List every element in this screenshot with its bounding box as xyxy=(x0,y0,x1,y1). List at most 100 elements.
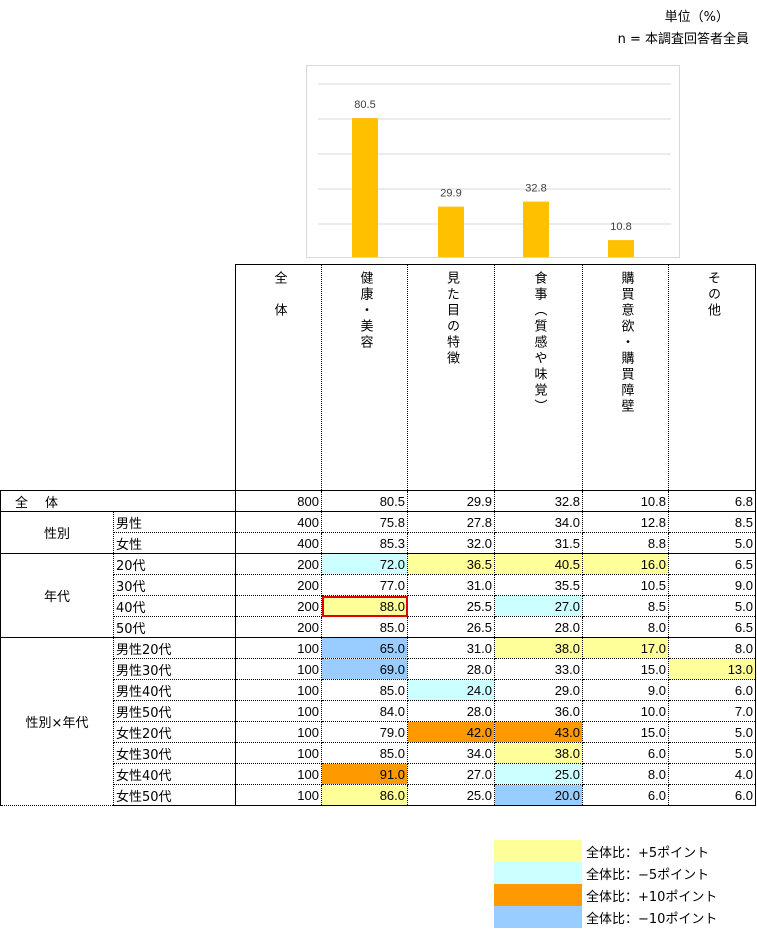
header-row: 全 体 健康・美容 見た目の特徴 食事（質感や味覚） 購買意欲・購買障壁 その他 xyxy=(1,264,756,491)
value-cell: 5.0 xyxy=(668,532,756,554)
column-header-label: 見た目の特徴 xyxy=(444,271,459,367)
value-cell: 20.0 xyxy=(494,784,583,806)
legend-swatch xyxy=(494,884,582,906)
value-cell: 8.5 xyxy=(582,595,669,617)
value-cell: 4.0 xyxy=(668,763,756,785)
value-cell: 79.0 xyxy=(321,721,408,743)
column-header-label: 健康・美容 xyxy=(357,271,373,351)
legend: 全体比：+5ポイント 全体比：−5ポイント 全体比：+10ポイント 全体比：−10ポイ… xyxy=(494,840,717,928)
value-cell: 6.5 xyxy=(668,616,756,638)
table-row: 性別×年代 男性20代 100 65.0 31.0 38.0 17.0 8.0 xyxy=(0,637,756,806)
value-cell: 15.0 xyxy=(582,721,669,743)
bar xyxy=(352,118,378,257)
row-label: 男性40代 xyxy=(113,679,236,701)
table-row: 男性40代 100 85.0 24.0 29.0 9.0 6.0 xyxy=(1,679,756,701)
legend-label: 全体比：−5ポイント xyxy=(586,867,710,883)
value-cell: 28.0 xyxy=(494,616,583,638)
table-row: 男性50代 100 84.0 28.0 36.0 10.0 7.0 xyxy=(1,700,756,722)
value-cell: 80.5 xyxy=(321,490,408,512)
legend-item: 全体比：−10ポイント xyxy=(494,906,717,928)
column-header: 見た目の特徴 xyxy=(407,264,495,491)
bar-chart: 80.5 29.9 32.8 10.8 xyxy=(306,65,680,258)
value-cell: 8.0 xyxy=(668,637,756,659)
value-cell: 85.3 xyxy=(321,532,408,554)
value-cell: 7.0 xyxy=(668,700,756,722)
legend-label: 全体比：+5ポイント xyxy=(586,845,710,861)
sample-size: 200 xyxy=(235,553,322,575)
value-cell: 28.0 xyxy=(407,700,495,722)
value-cell: 31.0 xyxy=(407,574,495,596)
data-label: 10.8 xyxy=(610,221,631,233)
value-cell: 40.5 xyxy=(494,553,583,575)
row-label: 50代 xyxy=(113,616,236,638)
bar xyxy=(523,201,549,257)
value-cell: 38.0 xyxy=(494,637,583,659)
sample-size: 100 xyxy=(235,742,322,764)
legend-item: 全体比：+5ポイント xyxy=(494,840,717,862)
value-cell: 17.0 xyxy=(582,637,669,659)
value-cell: 6.0 xyxy=(668,679,756,701)
value-cell: 33.0 xyxy=(494,658,583,680)
value-cell: 31.0 xyxy=(407,637,495,659)
value-cell: 16.0 xyxy=(582,553,669,575)
legend-swatch xyxy=(494,862,582,884)
column-header: 全 体 xyxy=(235,264,322,491)
value-cell: 5.0 xyxy=(668,742,756,764)
value-cell: 8.5 xyxy=(668,511,756,533)
bar xyxy=(608,240,634,257)
legend-label: 全体比：+10ポイント xyxy=(586,889,718,905)
row-label: 女性30代 xyxy=(113,742,236,764)
table-row: 50代 200 85.0 26.5 28.0 8.0 6.5 xyxy=(1,616,756,638)
value-cell: 29.0 xyxy=(494,679,583,701)
value-cell: 85.0 xyxy=(321,742,408,764)
value-cell: 31.5 xyxy=(494,532,583,554)
sample-label: n = 本調査回答者全員 xyxy=(617,32,749,47)
value-cell: 10.0 xyxy=(582,700,669,722)
value-cell: 36.5 xyxy=(407,553,495,575)
column-header-label: 食事（質感や味覚） xyxy=(531,271,547,415)
cross-tab-table: 全 体健康・美容 見た目の特徴 食事（質感や味覚） 購買意欲・購買障壁 その他全 体 80… xyxy=(0,264,756,806)
value-cell: 42.0 xyxy=(407,721,495,743)
value-cell: 38.0 xyxy=(494,742,583,764)
row-label: 男性50代 xyxy=(113,700,236,722)
value-cell: 6.8 xyxy=(668,490,756,512)
value-cell: 32.8 xyxy=(494,490,583,512)
row-label-total: 全 体 xyxy=(0,490,236,512)
table-row: 女性 400 85.3 32.0 31.5 8.8 5.0 xyxy=(1,532,756,554)
value-cell: 25.0 xyxy=(407,784,495,806)
table-row: 女性50代 100 86.0 25.0 20.0 6.0 6.0 xyxy=(1,784,756,806)
value-cell: 28.0 xyxy=(407,658,495,680)
sample-size: 100 xyxy=(235,763,322,785)
bar xyxy=(438,206,464,257)
sample-size: 100 xyxy=(235,637,322,659)
sample-size: 200 xyxy=(235,595,322,617)
sample-size: 200 xyxy=(235,616,322,638)
value-cell: 84.0 xyxy=(321,700,408,722)
group-label: 性別×年代 xyxy=(0,637,114,806)
value-cell: 13.0 xyxy=(668,658,756,680)
sample-size: 400 xyxy=(235,511,322,533)
value-cell: 12.8 xyxy=(582,511,669,533)
value-cell: 10.5 xyxy=(582,574,669,596)
value-cell: 27.0 xyxy=(494,595,583,617)
value-cell: 72.0 xyxy=(321,553,408,575)
value-cell: 25.5 xyxy=(407,595,495,617)
sample-size: 100 xyxy=(235,784,322,806)
sample-size: 100 xyxy=(235,700,322,722)
value-cell: 9.0 xyxy=(668,574,756,596)
data-label: 29.9 xyxy=(440,188,461,200)
value-cell: 77.0 xyxy=(321,574,408,596)
row-label: 女性 xyxy=(113,532,236,554)
value-cell: 65.0 xyxy=(321,637,408,659)
value-cell: 86.0 xyxy=(321,784,408,806)
value-cell: 26.5 xyxy=(407,616,495,638)
value-cell: 8.0 xyxy=(582,763,669,785)
column-header: 購買意欲・購買障壁 xyxy=(582,264,669,491)
row-label: 男性30代 xyxy=(113,658,236,680)
value-cell: 6.0 xyxy=(582,742,669,764)
group-label: 性別 xyxy=(0,511,114,554)
blank-cell xyxy=(1,265,236,491)
legend-item: 全体比：+10ポイント xyxy=(494,884,717,906)
table-row: 30代 200 77.0 31.0 35.5 10.5 9.0 xyxy=(1,574,756,596)
sample-size: 100 xyxy=(235,679,322,701)
